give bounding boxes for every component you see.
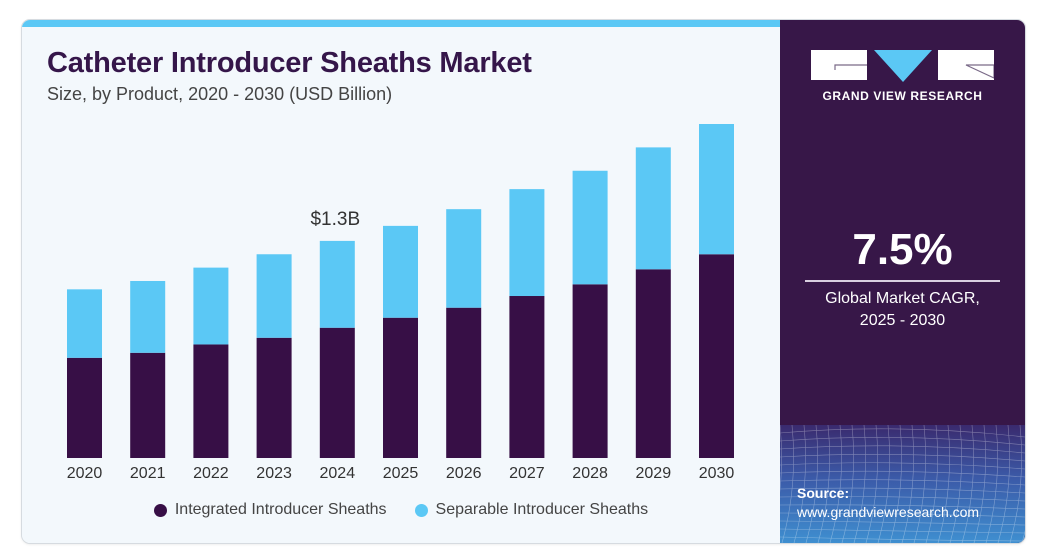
mesh-line: [865, 425, 878, 543]
mesh-line: [853, 425, 866, 543]
source-link[interactable]: www.grandviewresearch.com: [797, 504, 980, 520]
bar-segment-integrated-2022: [193, 344, 229, 458]
mesh-line: [793, 425, 806, 543]
mesh-line: [805, 425, 818, 543]
bar-segment-integrated-2023: [256, 337, 292, 458]
bar-segment-separable-2024: [319, 240, 355, 328]
mesh-line: [780, 462, 1025, 470]
accent-strip: [22, 20, 780, 27]
mesh-line: [973, 425, 986, 543]
mesh-line: [780, 453, 1025, 462]
mesh-line: [949, 425, 962, 543]
mesh-line: [901, 425, 914, 543]
x-tick-label: 2022: [193, 465, 229, 482]
bar-segment-integrated-2030: [699, 254, 734, 458]
x-tick-label: 2028: [572, 465, 608, 482]
x-tick-label: 2020: [67, 465, 103, 482]
bar-segment-separable-2030: [699, 124, 734, 255]
mesh-line: [780, 479, 1025, 486]
x-tick-label: 2023: [256, 465, 292, 482]
x-tick-label: 2024: [320, 465, 356, 482]
mesh-line: [1009, 425, 1022, 543]
chart-subtitle: Size, by Product, 2020 - 2030 (USD Billi…: [47, 84, 393, 104]
bar-segment-separable-2023: [256, 254, 292, 338]
brand-name: GRAND VIEW RESEARCH: [822, 89, 983, 103]
mesh-line: [841, 425, 854, 543]
cagr-label-line2: 2025 - 2030: [859, 312, 946, 329]
bar-segment-integrated-2026: [446, 307, 482, 458]
info-panel: GRAND VIEW RESEARCH 7.5% Global Market C…: [780, 20, 1025, 543]
data-label-annotation: $1.3B: [310, 209, 360, 230]
mesh-background: [780, 425, 1025, 543]
bar-segment-integrated-2024: [319, 327, 355, 458]
mesh-line: [877, 425, 890, 543]
x-tick-label: 2029: [636, 465, 672, 482]
bar-segment-integrated-2021: [130, 352, 166, 458]
bar-segment-integrated-2027: [509, 296, 545, 458]
chart-legend: Integrated Introducer Sheaths Separable …: [22, 501, 780, 519]
mesh-line: [780, 536, 1025, 542]
bar-segment-separable-2027: [509, 189, 545, 297]
mesh-line: [780, 512, 1025, 518]
x-tick-label: 2030: [699, 465, 735, 482]
mesh-line: [889, 425, 902, 543]
bar-segment-integrated-2029: [635, 269, 671, 458]
mesh-line: [780, 504, 1025, 510]
source-label: Source:: [797, 485, 850, 501]
mesh-line: [961, 425, 974, 543]
x-tick-label: 2025: [383, 465, 419, 482]
mesh-line: [780, 520, 1025, 526]
gvr-logo-icon: [811, 50, 994, 82]
legend-item-integrated: Integrated Introducer Sheaths: [153, 501, 387, 519]
cagr-value: 7.5%: [852, 225, 953, 274]
x-tick-label: 2026: [446, 465, 482, 482]
mesh-line: [780, 470, 1025, 478]
legend-swatch-separable: [414, 503, 428, 517]
bar-segment-separable-2020: [67, 289, 102, 358]
legend-swatch-integrated: [153, 503, 167, 517]
mesh-line: [997, 425, 1010, 543]
mesh-line: [925, 425, 938, 543]
bar-segment-separable-2022: [193, 267, 229, 345]
mesh-line: [780, 425, 782, 493]
infographic-card: Catheter Introducer Sheaths Market Size,…: [22, 20, 1025, 543]
cagr-divider: [805, 280, 1000, 282]
bar-segment-separable-2025: [383, 225, 418, 318]
bar-segment-integrated-2028: [572, 284, 608, 458]
mesh-line: [780, 445, 1025, 454]
mesh-line: [829, 425, 842, 543]
mesh-line: [817, 425, 830, 543]
bar-segment-separable-2021: [130, 280, 166, 353]
mesh-line: [1021, 529, 1025, 543]
bar-chart: 2020 2021 2022 2023 2024 $1.3B 2025 2026 2027 202…: [67, 124, 735, 482]
bar-segment-integrated-2020: [67, 357, 102, 458]
cagr-label: Global Market CAGR, 2025 - 2030: [780, 288, 1025, 332]
legend-label-separable: Separable Introducer Sheaths: [435, 501, 649, 518]
legend-item-separable: Separable Introducer Sheaths: [414, 501, 649, 519]
bar-segment-separable-2026: [446, 209, 482, 308]
mesh-line: [781, 425, 794, 543]
chart-title: Catheter Introducer Sheaths Market: [47, 47, 532, 79]
bar-segment-separable-2029: [635, 147, 671, 270]
x-tick-label: 2027: [509, 465, 545, 482]
mesh-line: [780, 496, 1025, 502]
mesh-line: [780, 428, 1025, 438]
bar-segment-integrated-2025: [383, 317, 418, 458]
mesh-line: [937, 425, 950, 543]
cagr-label-line1: Global Market CAGR,: [825, 290, 980, 307]
chart-pane: Catheter Introducer Sheaths Market Size,…: [22, 20, 780, 543]
x-tick-label: 2021: [130, 465, 166, 482]
bar-segment-separable-2028: [572, 170, 608, 285]
mesh-line: [780, 487, 1025, 494]
mesh-line: [780, 437, 1025, 446]
legend-label-integrated: Integrated Introducer Sheaths: [174, 501, 387, 518]
mesh-line: [913, 425, 926, 543]
mesh-line: [985, 425, 998, 543]
source-area: Source: www.grandviewresearch.com: [780, 425, 1025, 543]
mesh-line: [780, 528, 1025, 534]
